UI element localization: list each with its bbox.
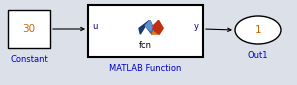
Text: u: u: [92, 22, 97, 31]
Polygon shape: [146, 20, 155, 34]
Text: 1: 1: [255, 25, 261, 35]
Polygon shape: [146, 20, 152, 31]
Text: MATLAB Function: MATLAB Function: [109, 64, 182, 73]
Polygon shape: [139, 20, 155, 34]
Text: Out1: Out1: [248, 51, 268, 60]
Ellipse shape: [235, 16, 281, 44]
Polygon shape: [152, 20, 163, 34]
Text: fcn: fcn: [139, 41, 152, 50]
Text: 30: 30: [23, 24, 36, 34]
Text: y: y: [194, 22, 199, 31]
Text: Constant: Constant: [10, 55, 48, 64]
Polygon shape: [152, 20, 163, 34]
Bar: [88, 5, 203, 57]
Bar: [8, 10, 50, 48]
